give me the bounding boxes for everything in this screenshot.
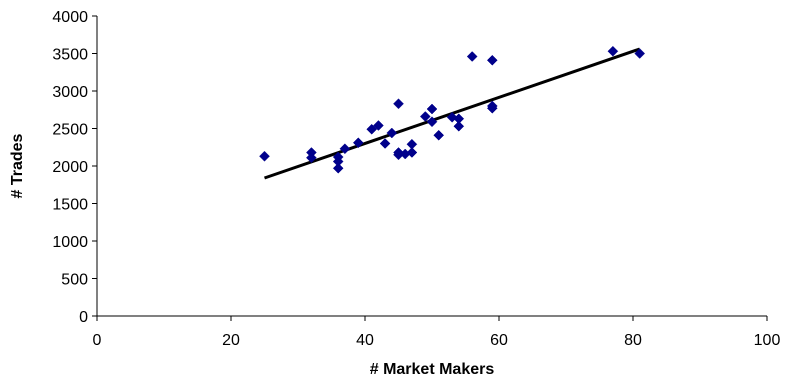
data-point xyxy=(607,45,619,57)
data-point xyxy=(379,138,391,149)
data-point xyxy=(259,150,270,162)
data-point xyxy=(393,98,404,110)
y-tick-label: 4000 xyxy=(52,9,88,26)
data-point xyxy=(453,120,465,132)
axes xyxy=(92,15,768,321)
data-point xyxy=(486,102,498,114)
x-tick-labels: 0 20 40 60 80 100 xyxy=(93,332,781,349)
y-tick-labels: 0 500 1000 1500 2000 2500 3000 3500 4000 xyxy=(52,9,88,326)
y-tick-label: 500 xyxy=(61,272,88,289)
data-point xyxy=(433,129,445,141)
data-point xyxy=(406,147,418,158)
data-point xyxy=(332,162,344,174)
x-tick-label: 60 xyxy=(490,332,508,349)
x-axis-title: # Market Makers xyxy=(370,361,495,378)
y-tick-label: 2500 xyxy=(52,122,88,139)
data-point xyxy=(386,127,398,139)
data-point xyxy=(419,111,431,122)
x-tick-label: 40 xyxy=(356,332,374,349)
y-tick-label: 1000 xyxy=(52,234,88,251)
y-tick-label: 0 xyxy=(79,309,88,326)
data-point xyxy=(634,48,646,59)
y-tick-label: 3500 xyxy=(52,47,88,64)
data-point xyxy=(352,137,364,149)
x-tick-label: 20 xyxy=(222,332,240,349)
data-point xyxy=(466,51,478,62)
x-tick-label: 100 xyxy=(754,332,781,349)
data-point xyxy=(366,123,378,135)
data-point xyxy=(426,103,438,115)
data-point xyxy=(426,116,438,128)
data-point xyxy=(486,54,498,66)
x-tick-label: 0 xyxy=(93,332,102,349)
y-axis-title: # Trades xyxy=(9,133,26,198)
data-points xyxy=(259,45,646,174)
y-tick-label: 1500 xyxy=(52,197,88,214)
data-point xyxy=(339,143,351,155)
data-point xyxy=(306,152,317,164)
y-tick-label: 3000 xyxy=(52,84,88,101)
data-point xyxy=(373,120,384,131)
y-tick-label: 2000 xyxy=(52,159,88,176)
x-tick-label: 80 xyxy=(624,332,642,349)
